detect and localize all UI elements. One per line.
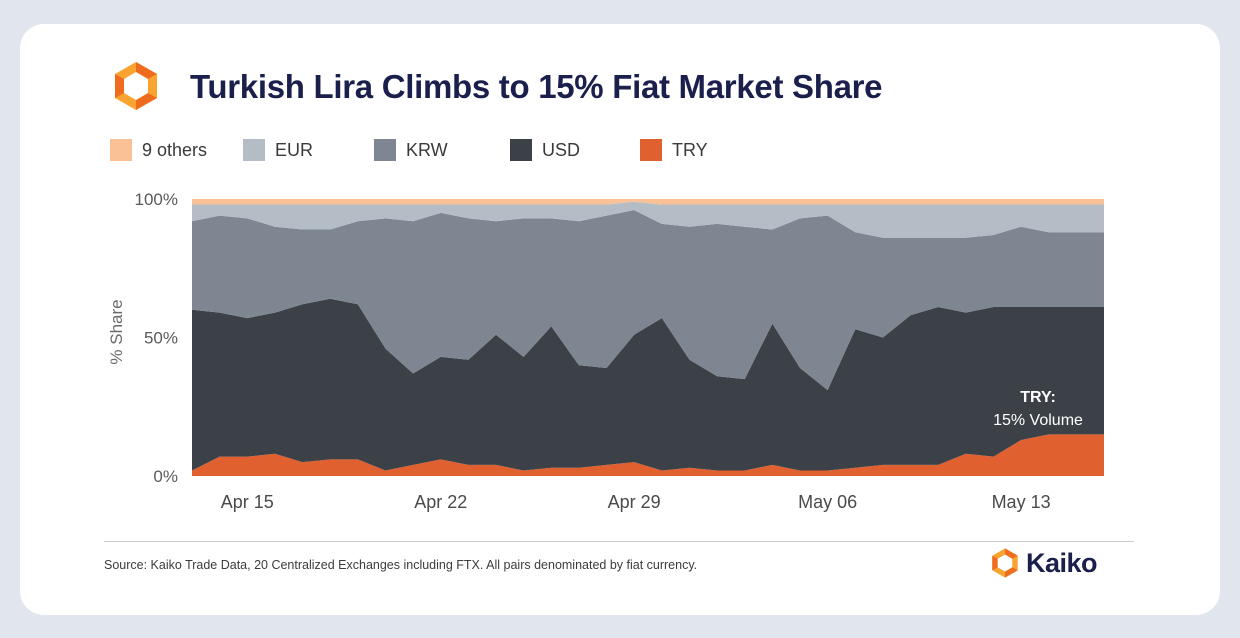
area-series-usd [192, 298, 1104, 471]
x-tick-label: May 06 [798, 492, 857, 512]
area-series-try [192, 434, 1104, 476]
legend-label: 9 others [142, 139, 208, 160]
footer-divider [104, 541, 1134, 542]
chart-legend: 9 others EUR KRW USD TRY [0, 138, 1240, 162]
legend-item-9-others: 9 others [110, 138, 207, 162]
annotation-title: TRY: [1020, 389, 1056, 406]
area-series-9-others [192, 199, 1104, 205]
legend-label: EUR [275, 139, 314, 160]
legend-swatch [510, 139, 532, 161]
legend-swatch [110, 139, 132, 161]
legend-swatch [243, 139, 265, 161]
legend-item-usd: USD [510, 138, 580, 162]
annotation-text: 15% Volume [993, 412, 1083, 429]
x-tick-label: Apr 29 [608, 492, 661, 512]
x-tick-label: May 13 [992, 492, 1051, 512]
y-tick-label: 50% [144, 329, 178, 348]
x-tick-label: Apr 22 [414, 492, 467, 512]
legend-item-try: TRY [640, 138, 708, 162]
legend-swatch [640, 139, 662, 161]
legend-label: USD [542, 139, 581, 160]
y-tick-label: 100% [135, 190, 178, 209]
y-tick-label: 0% [153, 467, 178, 486]
chart-title: Turkish Lira Climbs to 15% Fiat Market S… [190, 68, 883, 105]
legend-label: KRW [406, 139, 448, 160]
kaiko-hexagon-icon [992, 548, 1018, 578]
legend-swatch [374, 139, 396, 161]
brand-name: Kaiko [1026, 547, 1098, 578]
y-axis-label: % Share [107, 299, 126, 364]
kaiko-logo-icon [115, 62, 157, 110]
brand-logo: Kaiko [988, 546, 1098, 580]
area-series-eur [192, 201, 1104, 238]
legend-item-eur: EUR [243, 138, 313, 162]
legend-label: TRY [672, 139, 708, 160]
legend-item-krw: KRW [374, 138, 448, 162]
x-tick-label: Apr 15 [221, 492, 274, 512]
source-note: Source: Kaiko Trade Data, 20 Centralized… [104, 558, 698, 572]
area-series-krw [192, 210, 1104, 391]
